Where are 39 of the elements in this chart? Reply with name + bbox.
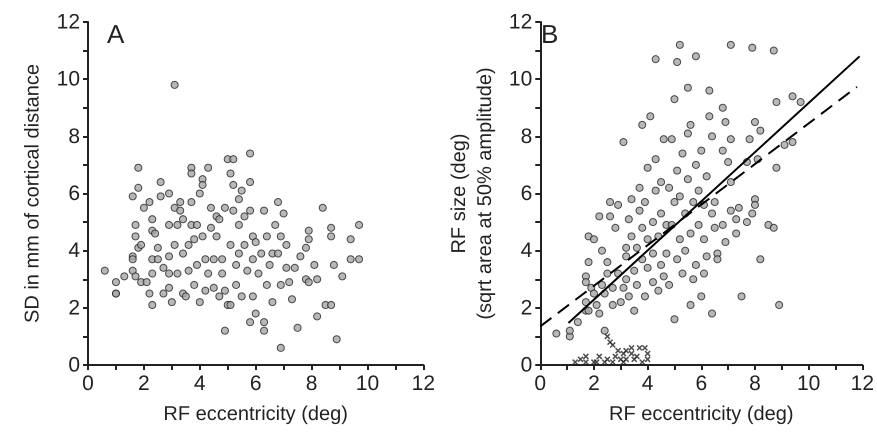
x-tick-label: 2 <box>138 372 150 395</box>
point <box>636 344 643 352</box>
y-tick-label: 6 <box>520 182 532 205</box>
x-tick-label: 12 <box>850 372 874 395</box>
chart-title: B <box>541 19 558 49</box>
point <box>622 347 630 354</box>
y-tick-label: 12 <box>508 10 532 34</box>
y-tick-label: 4 <box>68 239 80 262</box>
x-tick-label: 12 <box>412 372 435 395</box>
point <box>604 356 611 363</box>
x-tick-label: 6 <box>250 372 262 395</box>
y-tick-label: 2 <box>68 296 80 320</box>
chart-title: A <box>107 19 125 49</box>
y-axis-title: SD in mm of cortical distance <box>22 64 44 323</box>
point <box>577 356 584 363</box>
point <box>609 342 616 348</box>
y-axis-title: RF size (deg) (sqrt area at 50% amplitude) <box>448 67 496 320</box>
x-tick-label: 2 <box>588 372 600 395</box>
y-tick-label: 12 <box>56 10 80 34</box>
y-tick-label: 0 <box>68 354 80 376</box>
x-axis-title: RF eccentricity (deg) <box>163 403 348 425</box>
y-tick-label: 8 <box>68 124 80 148</box>
x-tick-label: 6 <box>695 372 708 395</box>
y-tick-label: 10 <box>508 68 532 91</box>
y-tick-label: 2 <box>520 296 532 320</box>
y-tick-label: 6 <box>68 182 80 205</box>
y-tick-label: 8 <box>520 124 532 148</box>
x-tick-label: 8 <box>306 372 318 395</box>
x-tick-label: 10 <box>796 372 820 395</box>
x-tick-label: 10 <box>356 372 380 395</box>
x-tick-label: 4 <box>642 372 654 395</box>
x-tick-label: 4 <box>194 372 206 395</box>
point <box>634 353 640 360</box>
x-axis-title: RF eccentricity (deg) <box>609 403 794 425</box>
x-tick-label: 0 <box>82 372 94 395</box>
y-tick-label: 4 <box>520 239 533 262</box>
y-tick-label: 10 <box>56 68 80 91</box>
y-tick-label: 0 <box>520 354 532 376</box>
x-tick-label: 8 <box>749 372 761 395</box>
